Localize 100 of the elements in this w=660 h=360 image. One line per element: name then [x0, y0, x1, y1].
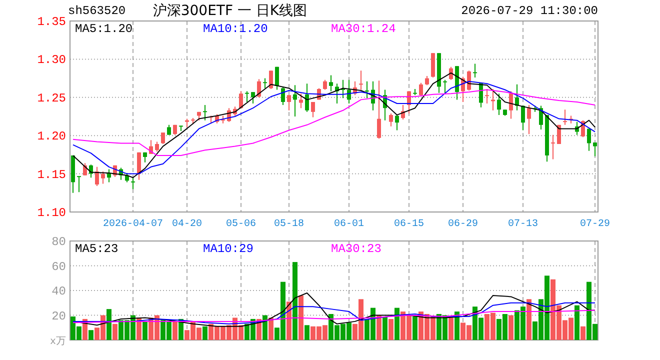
chart-title: 沪深300ETF 一 日K线图: [152, 3, 308, 19]
bar: [262, 315, 268, 340]
x-tick-label: 06-01: [334, 219, 364, 230]
candlestick: [341, 79, 345, 99]
candlestick: [131, 177, 135, 190]
bar: [580, 326, 586, 340]
candlestick: [155, 141, 159, 152]
text: MA30:1.24: [331, 22, 396, 36]
x-tick-label: 07-13: [508, 219, 538, 230]
candlestick: [203, 104, 207, 121]
line-series: [72, 302, 596, 324]
bar: [292, 262, 298, 340]
candlestick: [593, 142, 597, 157]
text: MA5:23: [75, 242, 118, 256]
bar: [142, 321, 148, 340]
candlestick: [389, 112, 393, 127]
candlestick: [467, 70, 471, 92]
candlestick: [305, 83, 309, 112]
candlestick: [101, 171, 105, 184]
bar: [412, 316, 418, 340]
line-series: [72, 89, 596, 156]
x-tick-label: 06-29: [448, 219, 478, 230]
candlestick: [497, 93, 501, 116]
candlestick: [83, 162, 87, 176]
candlestick: [563, 109, 567, 126]
y-tick-label: 20: [52, 309, 66, 324]
text: MA30:23: [331, 242, 382, 256]
bar: [172, 321, 178, 340]
bar: [508, 315, 514, 340]
candlestick: [299, 93, 303, 109]
x-tick-label: 05-06: [226, 219, 256, 230]
x-tick-label: 2026-04-07: [102, 219, 164, 230]
candlestick: [329, 74, 333, 92]
bar: [304, 325, 310, 340]
bar: [454, 312, 460, 340]
candlestick: [251, 92, 255, 104]
candlestick: [359, 70, 363, 90]
text: MA5:1.20: [75, 22, 133, 36]
candlestick: [587, 128, 591, 152]
text: MA10:1.20: [203, 22, 268, 36]
candlestick: [287, 94, 291, 111]
x-tick-label: 04-20: [172, 219, 202, 230]
candlestick: [521, 105, 525, 131]
bar: [106, 309, 112, 340]
x-tick-label: 06-15: [394, 219, 424, 230]
candlestick: [377, 80, 381, 140]
candlestick: [77, 176, 81, 193]
y-tick-label: 1.20: [37, 130, 66, 144]
candlestick: [95, 166, 99, 187]
bar: [298, 295, 304, 340]
bar: [394, 308, 400, 340]
candlestick: [269, 70, 273, 90]
candlestick: [167, 124, 171, 136]
x-tick-label: 05-18: [274, 219, 304, 230]
bar: [574, 305, 580, 340]
bar: [268, 318, 274, 340]
candlestick: [365, 80, 369, 99]
candlestick: [485, 88, 489, 104]
bar: [388, 318, 394, 340]
candlestick: [491, 88, 495, 111]
candlestick: [473, 63, 477, 78]
candlestick: [431, 52, 435, 78]
y-tick-label: 80: [52, 235, 66, 249]
candlestick: [161, 132, 165, 145]
bar: [88, 330, 94, 340]
bar: [526, 299, 532, 340]
candlestick: [281, 86, 285, 106]
candlestick: [539, 105, 543, 130]
y-tick-label: 1.30: [37, 53, 66, 68]
candlestick: [137, 152, 141, 180]
candlestick: [443, 79, 447, 94]
y-tick-label: 1.25: [37, 91, 66, 106]
bar: [202, 326, 208, 340]
bar: [382, 316, 388, 340]
candlestick: [257, 78, 261, 98]
candlestick: [323, 79, 327, 90]
y-tick-label: 60: [52, 260, 66, 274]
y-tick-label: 1.35: [37, 15, 66, 29]
y-axis-title: x万: [50, 336, 66, 348]
candlestick: [245, 90, 249, 102]
y-tick-label: 1.10: [37, 206, 66, 220]
text: 2026-07-29 11:30:00: [461, 4, 598, 18]
candlestick: [263, 78, 267, 89]
x-tick-label: 07-29: [580, 219, 610, 230]
candlestick: [419, 82, 423, 96]
bar: [376, 315, 382, 340]
candlestick: [515, 84, 519, 111]
chart-subtitle: sh563520: [68, 4, 126, 18]
line-series: [72, 310, 596, 324]
candlestick: [311, 101, 315, 118]
y-tick-label: 1.15: [37, 168, 66, 182]
candlestick: [509, 90, 513, 120]
candlestick: [293, 84, 297, 117]
candlestick: [275, 66, 279, 90]
bar: [112, 324, 118, 340]
candlestick: [527, 104, 531, 135]
candlestick: [425, 76, 429, 86]
y-tick-label: 40: [52, 284, 66, 298]
candlestick: [395, 114, 399, 131]
text: MA10:29: [203, 242, 254, 256]
